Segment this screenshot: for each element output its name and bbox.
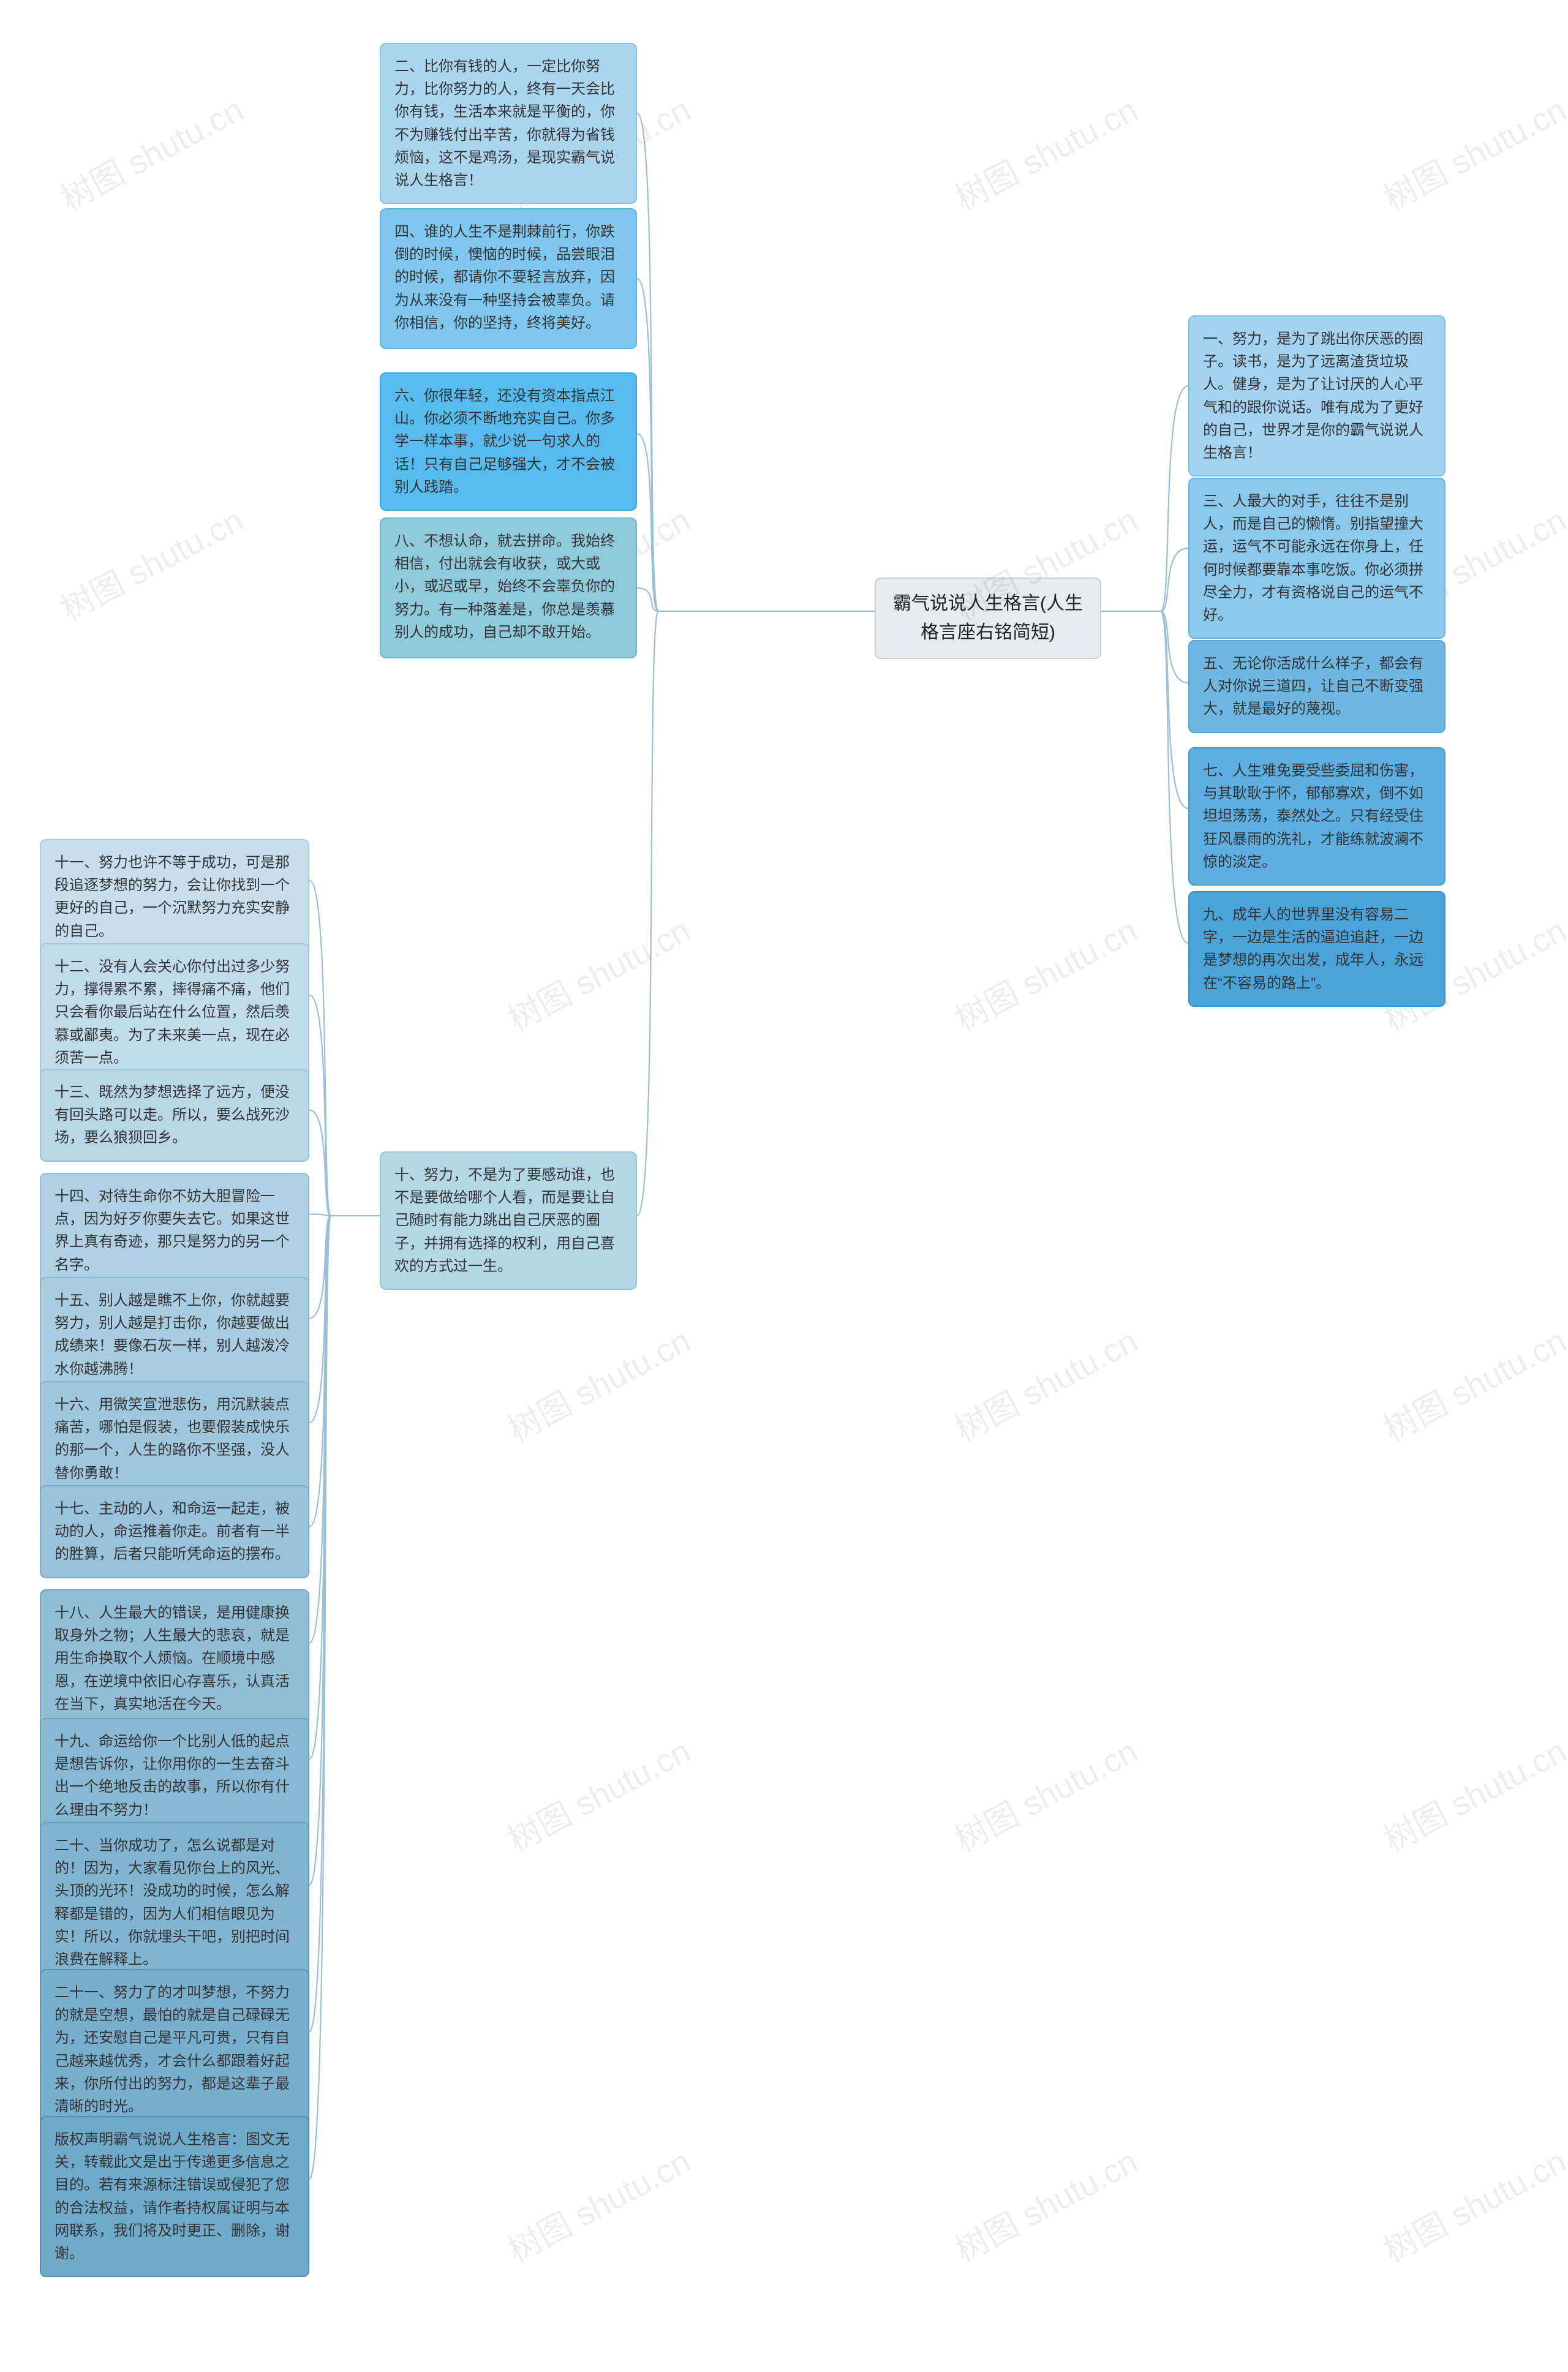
tertiary-text: 十六、用微笑宣泄悲伤，用沉默装点痛苦，哪怕是假装，也要假装成快乐的那一个，人生的…: [55, 1396, 290, 1482]
watermark: 树图 shutu.cn: [945, 1725, 1145, 1861]
left-text: 四、谁的人生不是荆棘前行，你跌倒的时候，懊恼的时候，品尝眼泪的时候，都请你不要轻…: [394, 224, 615, 331]
right-text: 七、人生难免要受些委屈和伤害，与其耿耿于怀，郁郁寡欢，倒不如坦坦荡荡，泰然处之。…: [1203, 762, 1423, 870]
watermark: 树图 shutu.cn: [1374, 2135, 1568, 2272]
tertiary-text: 二十、当你成功了，怎么说都是对的！因为，大家看见你台上的风光、头顶的光环！没成功…: [55, 1837, 290, 1968]
left-node: 六、你很年轻，还没有资本指点江山。你必须不断地充实自己。你多学一样本事，就少说一…: [380, 372, 637, 511]
watermark: 树图 shutu.cn: [498, 904, 698, 1041]
watermark: 树图 shutu.cn: [945, 2135, 1145, 2272]
right-node: 七、人生难免要受些委屈和伤害，与其耿耿于怀，郁郁寡欢，倒不如坦坦荡荡，泰然处之。…: [1188, 747, 1446, 886]
watermark: 树图 shutu.cn: [498, 1725, 698, 1861]
watermark: 树图 shutu.cn: [945, 1314, 1145, 1451]
left-text: 六、你很年轻，还没有资本指点江山。你必须不断地充实自己。你多学一样本事，就少说一…: [394, 388, 615, 495]
right-text: 五、无论你活成什么样子，都会有人对你说三道四，让自己不断变强大，就是最好的蔑视。: [1203, 655, 1423, 717]
watermark: 树图 shutu.cn: [1374, 1314, 1568, 1451]
tertiary-node: 十七、主动的人，和命运一起走，被动的人，命运推着你走。前者有一半的胜算，后者只能…: [40, 1485, 309, 1578]
left-text: 二、比你有钱的人，一定比你努力，比你努力的人，终有一天会比你有钱，生活本来就是平…: [394, 58, 615, 189]
left-text: 十、努力，不是为了要感动谁，也不是要做给哪个人看，而是要让自己随时有能力跳出自己…: [394, 1167, 615, 1274]
right-node: 九、成年人的世界里没有容易二字，一边是生活的逼迫追赶，一边是梦想的再次出发，成年…: [1188, 891, 1446, 1007]
right-text: 一、努力，是为了跳出你厌恶的圈子。读书，是为了远离渣货垃圾人。健身，是为了让讨厌…: [1203, 331, 1423, 461]
tertiary-node: 十四、对待生命你不妨大胆冒险一点，因为好歹你要失去它。如果这世界上真有奇迹，那只…: [40, 1173, 309, 1289]
tertiary-node: 二十、当你成功了，怎么说都是对的！因为，大家看见你台上的风光、头顶的光环！没成功…: [40, 1822, 309, 1983]
tertiary-node: 二十一、努力了的才叫梦想，不努力的就是空想，最怕的就是自己碌碌无为，还安慰自己是…: [40, 1969, 309, 2130]
mindmap-root: 霸气说说人生格言(人生格言座右铭简短): [875, 578, 1101, 659]
left-text: 八、不想认命，就去拼命。我始终相信，付出就会有收获，或大或小，或迟或早，始终不会…: [394, 533, 615, 641]
right-node: 五、无论你活成什么样子，都会有人对你说三道四，让自己不断变强大，就是最好的蔑视。: [1188, 640, 1446, 733]
watermark: 树图 shutu.cn: [498, 2135, 698, 2272]
watermark: 树图 shutu.cn: [945, 904, 1145, 1041]
tertiary-node: 十九、命运给你一个比别人低的起点是想告诉你，让你用你的一生去奋斗出一个绝地反击的…: [40, 1718, 309, 1834]
tertiary-text: 版权声明霸气说说人生格言：图文无关，转载此文是出于传递更多信息之目的。若有来源标…: [55, 2131, 290, 2262]
right-text: 九、成年人的世界里没有容易二字，一边是生活的逼迫追赶，一边是梦想的再次出发，成年…: [1203, 906, 1423, 992]
left-node: 四、谁的人生不是荆棘前行，你跌倒的时候，懊恼的时候，品尝眼泪的时候，都请你不要轻…: [380, 208, 637, 349]
watermark: 树图 shutu.cn: [945, 83, 1145, 220]
tertiary-text: 二十一、努力了的才叫梦想，不努力的就是空想，最怕的就是自己碌碌无为，还安慰自己是…: [55, 1984, 290, 2115]
tertiary-node: 十二、没有人会关心你付出过多少努力，撑得累不累，摔得痛不痛，他们只会看你最后站在…: [40, 943, 309, 1082]
right-text: 三、人最大的对手，往往不是别人，而是自己的懒惰。别指望撞大运，运气不可能永远在你…: [1203, 493, 1423, 623]
tertiary-node: 十五、别人越是瞧不上你，你就越要努力，别人越是打击你，你越要做出成绩来！要像石灰…: [40, 1277, 309, 1393]
tertiary-node: 十三、既然为梦想选择了远方，便没有回头路可以走。所以，要么战死沙场，要么狼狈回乡…: [40, 1069, 309, 1162]
watermark: 树图 shutu.cn: [51, 494, 251, 630]
left-node: 二、比你有钱的人，一定比你努力，比你努力的人，终有一天会比你有钱，生活本来就是平…: [380, 43, 637, 204]
tertiary-node: 版权声明霸气说说人生格言：图文无关，转载此文是出于传递更多信息之目的。若有来源标…: [40, 2116, 309, 2277]
tertiary-node: 十八、人生最大的错误，是用健康换取身外之物；人生最大的悲哀，就是用生命换取个人烦…: [40, 1589, 309, 1728]
tertiary-text: 十七、主动的人，和命运一起走，被动的人，命运推着你走。前者有一半的胜算，后者只能…: [55, 1500, 290, 1562]
watermark: 树图 shutu.cn: [51, 83, 251, 220]
tertiary-text: 十八、人生最大的错误，是用健康换取身外之物；人生最大的悲哀，就是用生命换取个人烦…: [55, 1605, 290, 1712]
watermark: 树图 shutu.cn: [1374, 83, 1568, 220]
tertiary-text: 十九、命运给你一个比别人低的起点是想告诉你，让你用你的一生去奋斗出一个绝地反击的…: [55, 1733, 290, 1818]
tertiary-text: 十三、既然为梦想选择了远方，便没有回头路可以走。所以，要么战死沙场，要么狼狈回乡…: [55, 1084, 290, 1146]
tertiary-node: 十一、努力也许不等于成功，可是那段追逐梦想的努力，会让你找到一个更好的自己，一个…: [40, 839, 309, 955]
tertiary-text: 十一、努力也许不等于成功，可是那段追逐梦想的努力，会让你找到一个更好的自己，一个…: [55, 854, 290, 939]
watermark: 树图 shutu.cn: [498, 1314, 698, 1451]
tertiary-text: 十五、别人越是瞧不上你，你就越要努力，别人越是打击你，你越要做出成绩来！要像石灰…: [55, 1292, 290, 1377]
left-node: 十、努力，不是为了要感动谁，也不是要做给哪个人看，而是要让自己随时有能力跳出自己…: [380, 1151, 637, 1290]
tertiary-node: 十六、用微笑宣泄悲伤，用沉默装点痛苦，哪怕是假装，也要假装成快乐的那一个，人生的…: [40, 1381, 309, 1497]
right-node: 一、努力，是为了跳出你厌恶的圈子。读书，是为了远离渣货垃圾人。健身，是为了让讨厌…: [1188, 315, 1446, 476]
left-node: 八、不想认命，就去拼命。我始终相信，付出就会有收获，或大或小，或迟或早，始终不会…: [380, 518, 637, 658]
tertiary-text: 十四、对待生命你不妨大胆冒险一点，因为好歹你要失去它。如果这世界上真有奇迹，那只…: [55, 1188, 290, 1273]
watermark: 树图 shutu.cn: [1374, 1725, 1568, 1861]
tertiary-text: 十二、没有人会关心你付出过多少努力，撑得累不累，摔得痛不痛，他们只会看你最后站在…: [55, 958, 290, 1066]
right-node: 三、人最大的对手，往往不是别人，而是自己的懒惰。别指望撞大运，运气不可能永远在你…: [1188, 478, 1446, 639]
root-text: 霸气说说人生格言(人生格言座右铭简短): [893, 593, 1083, 642]
